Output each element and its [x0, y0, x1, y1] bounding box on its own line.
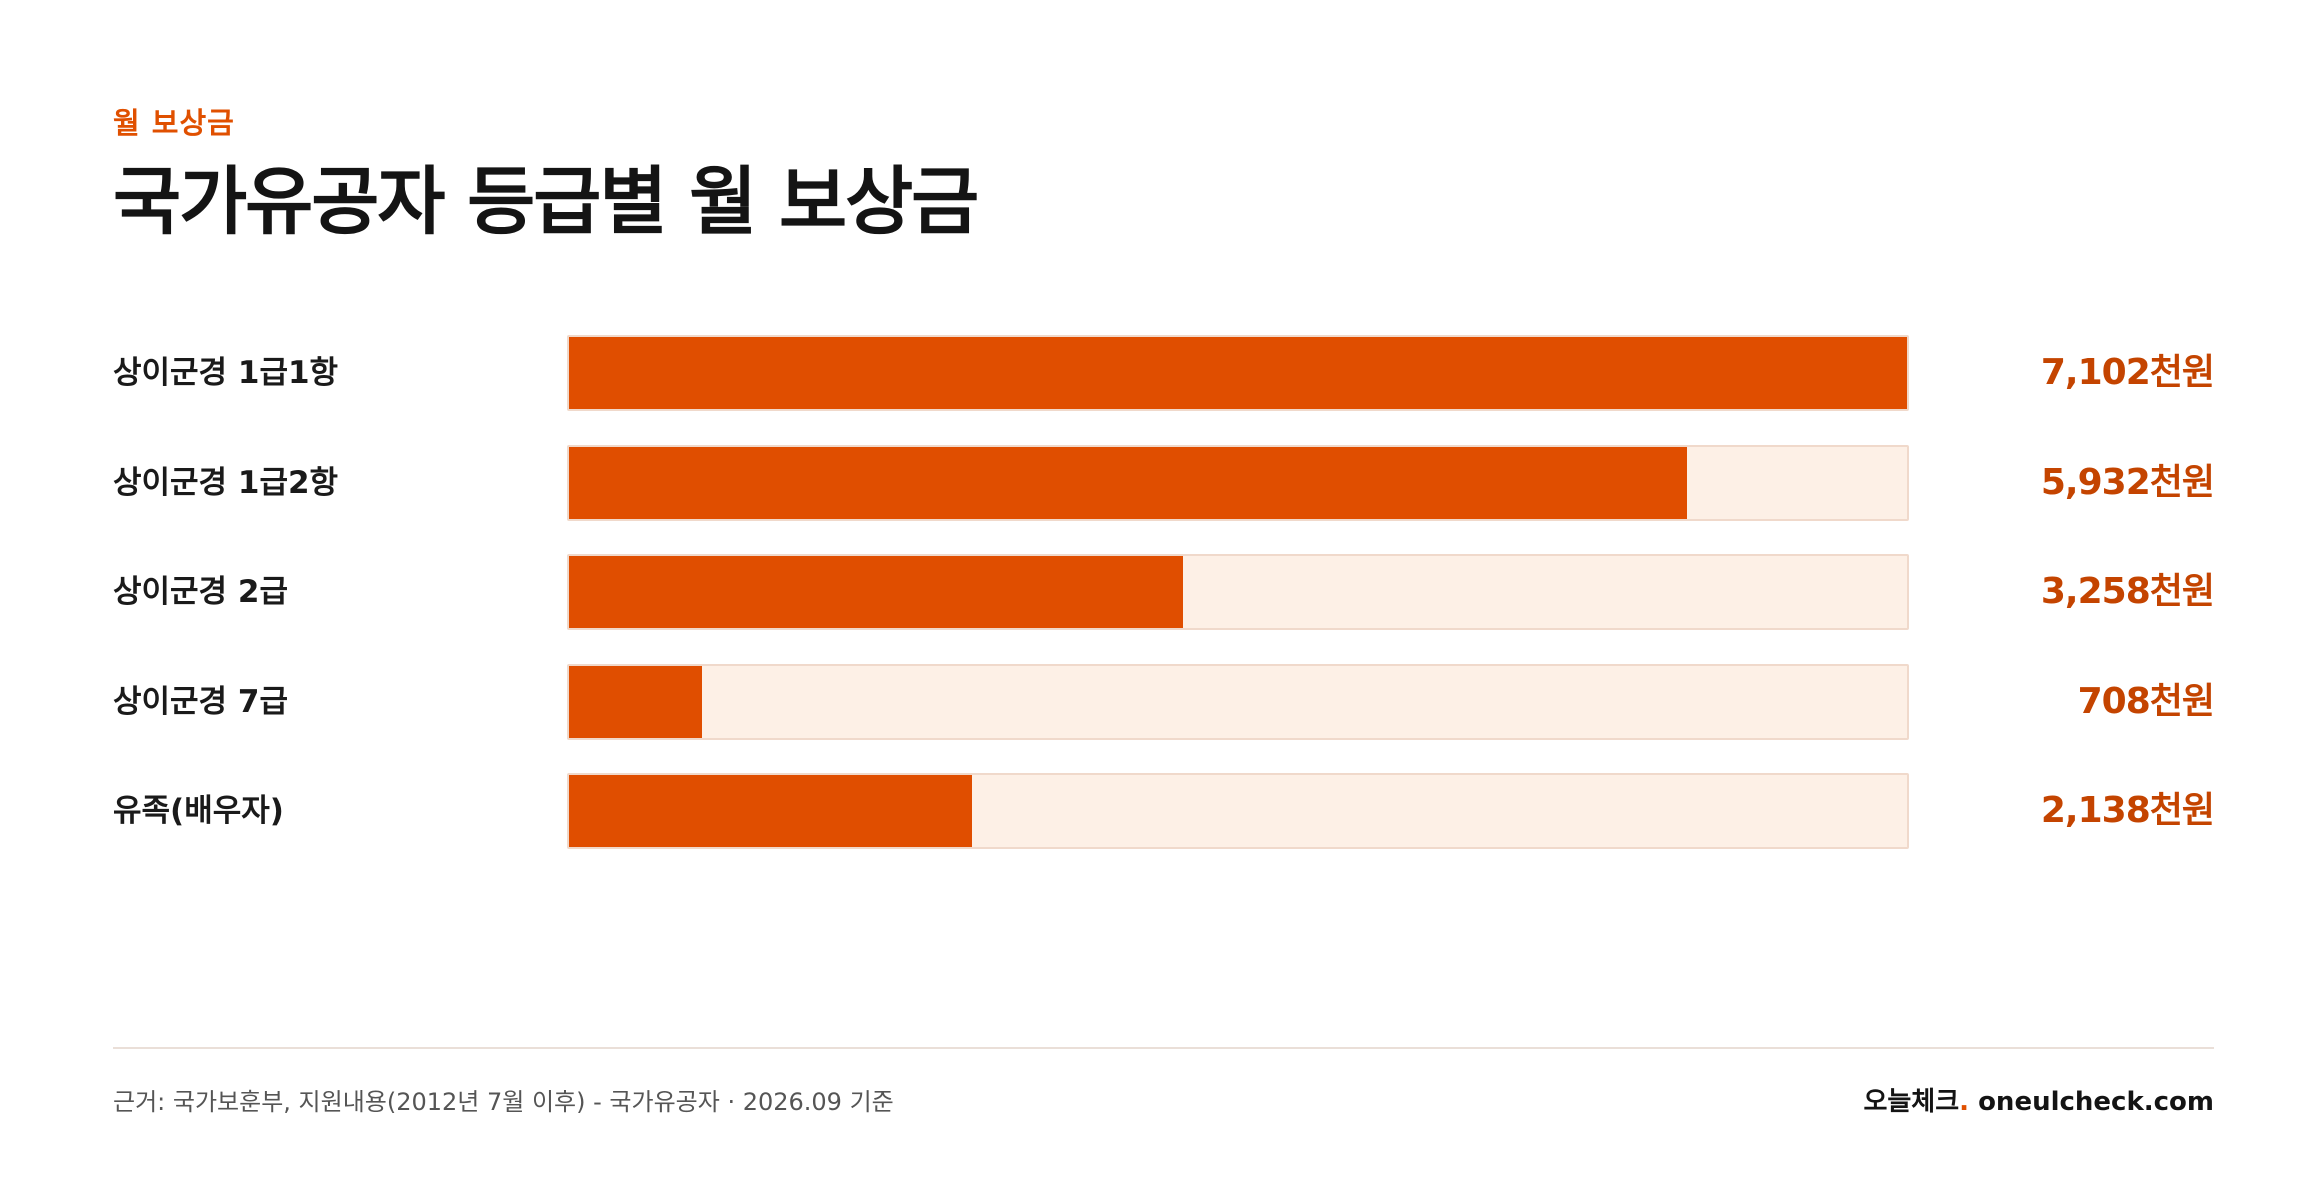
- chart-row: 상이군경 2급 3,258천원: [0, 554, 2320, 630]
- bar: [569, 337, 1907, 409]
- category-label: 상이군경 7급: [113, 683, 288, 720]
- page-title: 국가유공자 등급별 월 보상금: [113, 159, 979, 245]
- category-label: 상이군경 2급: [113, 574, 288, 610]
- chart-row: 상이군경 1급1항 7,102천원: [0, 335, 2320, 411]
- bar-track: [567, 554, 1909, 630]
- category-label: 상이군경 1급1항: [113, 355, 339, 391]
- bar: [569, 556, 1183, 628]
- bar-track: [567, 663, 1909, 740]
- data-label: 3,258천원: [2040, 571, 2215, 612]
- brand-logo: 오늘체크. oneulcheck.com: [1863, 1081, 2214, 1118]
- data-label: 708천원: [2077, 680, 2215, 722]
- source-note: 근거: 국가보훈부, 지원내용(2012년 7월 이후) - 국가유공자 · 2…: [113, 1088, 894, 1116]
- bar-track: [567, 335, 1909, 411]
- data-label: 7,102천원: [2040, 352, 2215, 393]
- eyebrow-label: 월 보상금: [113, 106, 235, 140]
- brand-dot: .: [1959, 1087, 1970, 1117]
- bar: [569, 775, 972, 847]
- chart-row: 상이군경 7급 708천원: [0, 663, 2320, 740]
- bar: [569, 446, 1687, 519]
- chart-row: 상이군경 1급2항 5,932천원: [0, 444, 2320, 521]
- category-label: 상이군경 1급2항: [113, 464, 339, 501]
- bar-track: [567, 773, 1909, 849]
- bar-track: [567, 444, 1909, 521]
- category-label: 유족(배우자): [113, 793, 284, 829]
- chart-row: 유족(배우자) 2,138천원: [0, 773, 2320, 849]
- data-label: 2,138천원: [2040, 790, 2215, 831]
- bar: [569, 665, 702, 738]
- footer-divider: [113, 1047, 2214, 1049]
- data-label: 5,932천원: [2040, 461, 2215, 503]
- brand-name: 오늘체크: [1863, 1087, 1960, 1117]
- brand-domain: oneulcheck.com: [1969, 1087, 2214, 1117]
